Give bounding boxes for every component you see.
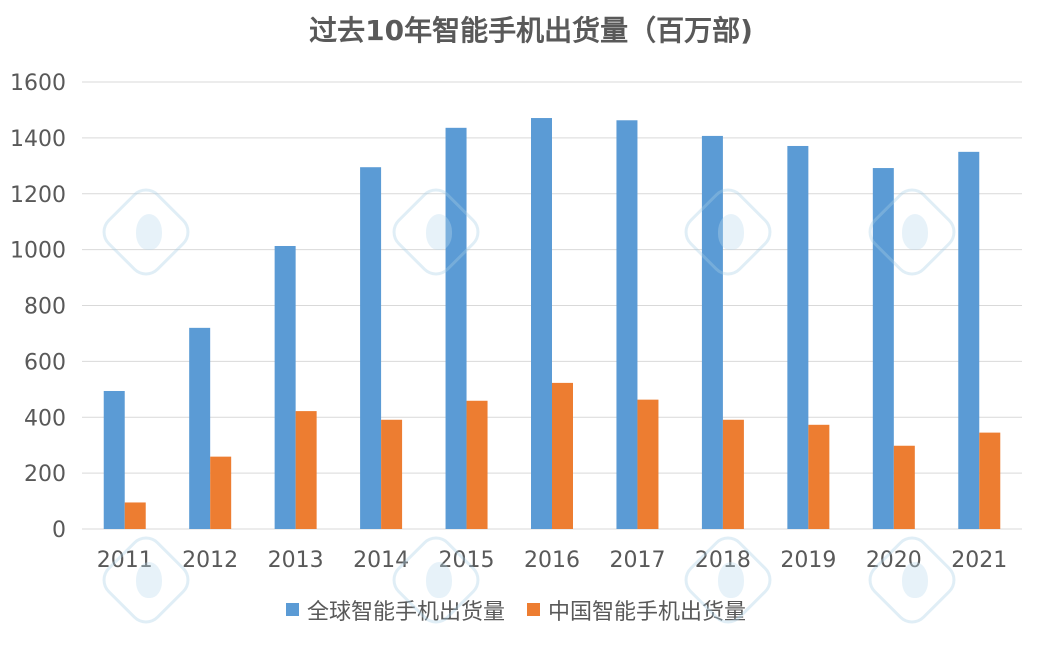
y-axis-ticks: 0 200 400 600 800 1000 1200 1400 1600: [10, 71, 66, 543]
bar-global-2017: [616, 120, 638, 529]
bar-global-2012: [189, 327, 211, 529]
bar-china-2012: [210, 456, 232, 529]
bar-china-2019: [808, 424, 830, 529]
bar-china-2016: [552, 382, 573, 529]
bar-china-2013: [295, 411, 317, 529]
bar-china-2017: [637, 399, 659, 529]
x-tick-label: 2011: [97, 548, 153, 573]
x-tick-label: 2013: [268, 548, 324, 573]
bar-global-2015: [445, 127, 467, 529]
legend-swatch-global: [286, 603, 299, 616]
bar-global-2020: [872, 168, 894, 530]
y-tick-label: 1400: [10, 127, 66, 152]
bar-global-2014: [360, 167, 382, 529]
x-tick-label: 2014: [353, 548, 409, 573]
bar-china-2021: [979, 432, 1001, 529]
y-tick-label: 200: [24, 462, 66, 487]
legend-swatch-china: [527, 603, 540, 616]
bar-global-2013: [274, 245, 296, 530]
bar-china-2011: [124, 502, 146, 529]
x-tick-label: 2021: [951, 548, 1007, 573]
y-tick-label: 600: [24, 350, 66, 375]
legend: 全球智能手机出货量 中国智能手机出货量: [286, 600, 746, 625]
bar-global-2018: [701, 135, 723, 529]
y-tick-label: 400: [24, 406, 66, 431]
y-tick-label: 1000: [10, 239, 66, 264]
legend-label-china: 中国智能手机出货量: [548, 600, 746, 625]
bar-china-2018: [722, 419, 744, 529]
x-tick-label: 2016: [524, 548, 580, 573]
x-tick-label: 2012: [182, 548, 238, 573]
bar-global-2011: [103, 390, 125, 529]
bar-global-2016: [531, 118, 552, 530]
x-tick-label: 2020: [866, 548, 922, 573]
x-tick-label: 2019: [780, 548, 836, 573]
y-tick-label: 1200: [10, 183, 66, 208]
bar-china-2020: [893, 445, 915, 529]
bar-global-2019: [787, 145, 809, 529]
y-tick-label: 1600: [10, 71, 66, 96]
x-tick-label: 2018: [695, 548, 751, 573]
legend-label-global: 全球智能手机出货量: [307, 600, 505, 625]
bar-china-2014: [381, 419, 403, 529]
x-tick-label: 2015: [439, 548, 495, 573]
y-tick-label: 0: [52, 518, 66, 543]
x-tick-label: 2017: [609, 548, 665, 573]
bar-china-2015: [466, 400, 488, 529]
x-axis-ticks: 2011 2012 2013 2014 2015 2016 2017 2018 2019 2020…: [97, 548, 1008, 573]
bar-global-2021: [958, 151, 980, 529]
y-tick-label: 800: [24, 295, 66, 320]
chart-title: 过去10年智能手机出货量（百万部): [309, 14, 753, 47]
bars: [103, 118, 1001, 530]
